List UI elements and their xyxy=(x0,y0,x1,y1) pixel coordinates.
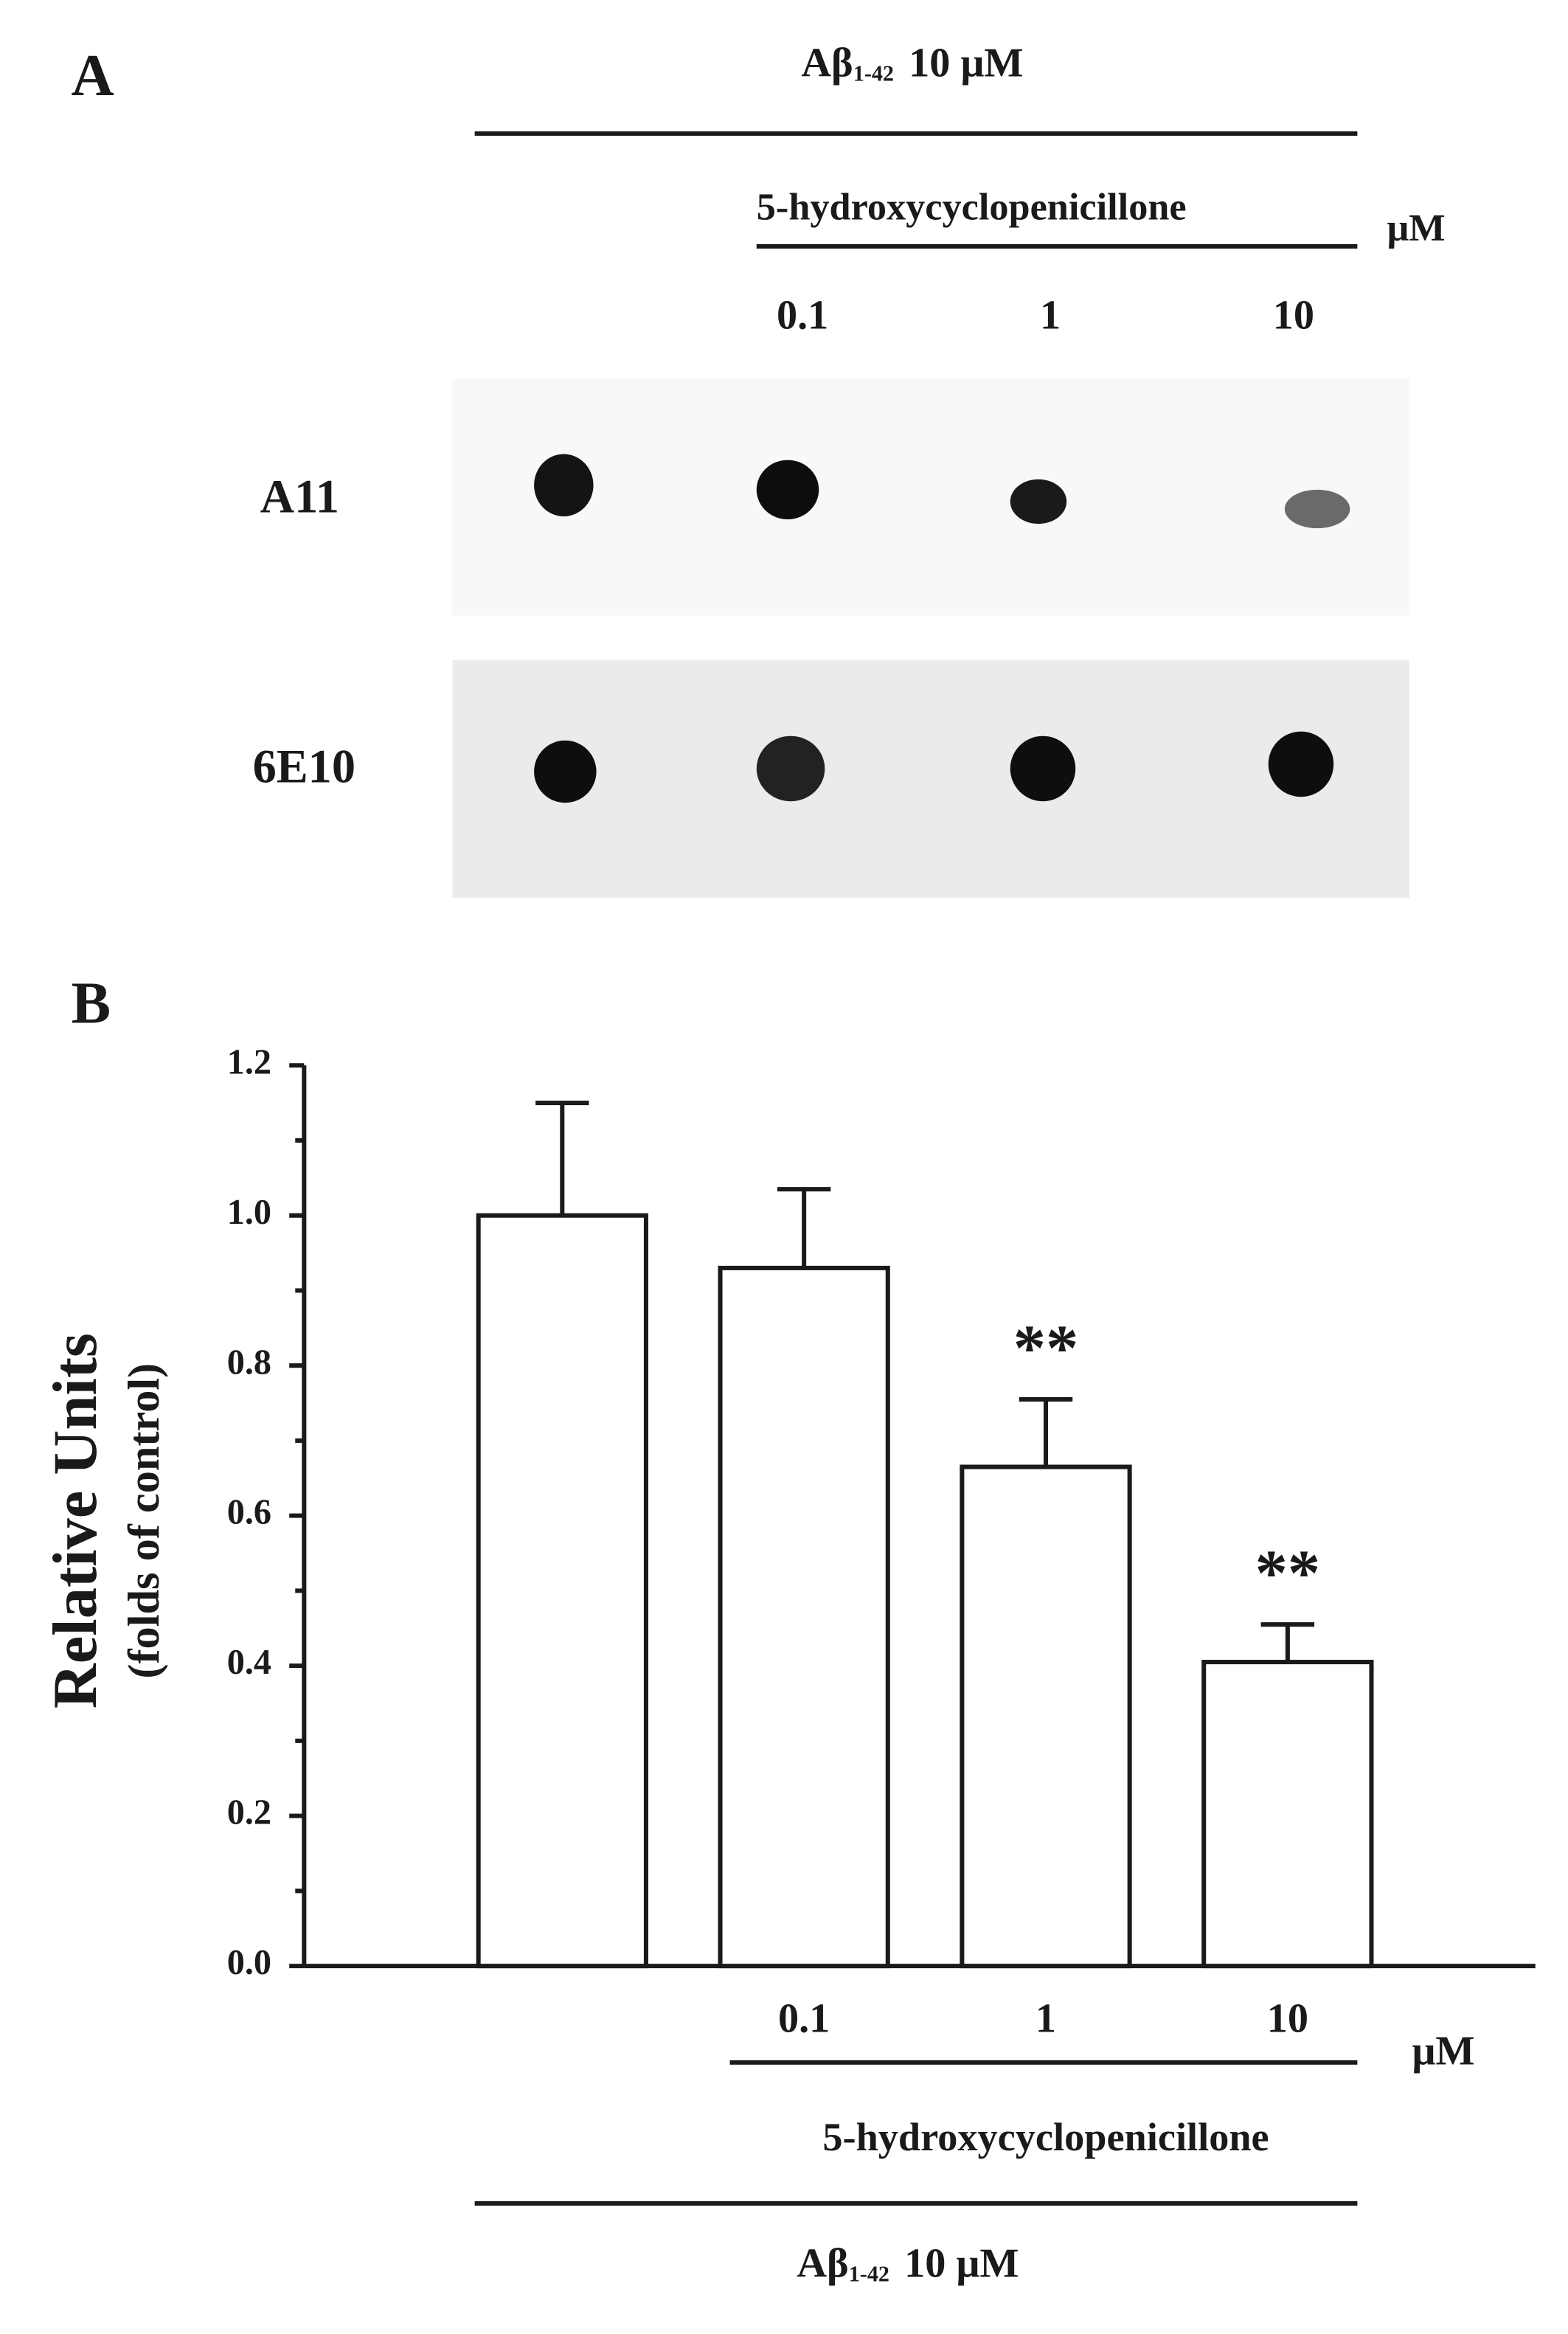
treatment-suffix: 10 μM xyxy=(909,41,1023,86)
bar xyxy=(1201,1660,1374,1969)
dose-label: 10 xyxy=(1273,292,1314,338)
y-tick-label: 0.8 xyxy=(227,1343,271,1382)
treatment-suffix: 10 μM xyxy=(904,2240,1019,2286)
row-label: A11 xyxy=(260,471,339,523)
y-tick-label: 1.0 xyxy=(227,1193,271,1232)
y-axis-sublabel: (folds of control) xyxy=(119,1363,169,1679)
unit-label: μM xyxy=(1387,207,1446,249)
y-tick-label: 1.2 xyxy=(227,1042,271,1081)
treatment-prefix: Aβ xyxy=(797,2240,848,2286)
treatment-label: Aβ1-42 10 μM xyxy=(797,2240,1019,2286)
y-tick-label: 0.0 xyxy=(227,1943,271,1982)
x-tick-label: 0.1 xyxy=(778,1995,830,2041)
panel-letter: B xyxy=(72,970,111,1036)
dose-label: 1 xyxy=(1040,292,1061,338)
significance-label: ** xyxy=(1255,1537,1320,1610)
treatment-label: Aβ1-42 10 μM xyxy=(801,41,1023,86)
dot xyxy=(1268,731,1334,797)
x-tick-label: 1 xyxy=(1035,1995,1056,2041)
dot xyxy=(1010,479,1067,524)
panel-letter: A xyxy=(72,43,114,108)
row-label: 6E10 xyxy=(253,741,355,793)
significance-label: ** xyxy=(1013,1312,1078,1385)
treatment-prefix: Aβ xyxy=(801,41,853,86)
dot xyxy=(534,740,597,803)
bar xyxy=(718,1265,890,1969)
compound-label: 5-hydroxycyclopenicillone xyxy=(757,186,1187,229)
x-tick-label: 10 xyxy=(1267,1995,1308,2041)
dot xyxy=(1284,489,1350,529)
dot xyxy=(534,454,594,517)
y-tick-label: 0.2 xyxy=(227,1793,271,1832)
unit-label: μM xyxy=(1412,2029,1475,2074)
plot: 0.0 0.2 0.4 0.6 0.8 1.0 1.2 0.1 ** 1 ** 10 xyxy=(227,1042,1536,2041)
treatment-subscript: 1-42 xyxy=(853,61,894,86)
bar xyxy=(476,1213,648,1969)
y-tick-label: 0.6 xyxy=(227,1493,271,1532)
dots xyxy=(534,454,1350,803)
y-tick-label: 0.4 xyxy=(227,1643,271,1682)
bar xyxy=(960,1464,1132,1969)
dose-label: 0.1 xyxy=(777,292,828,338)
y-axis-label: Relative Units xyxy=(41,1333,110,1708)
blot-strip xyxy=(452,660,1409,898)
dot xyxy=(756,735,825,802)
dot xyxy=(756,460,819,520)
compound-label: 5-hydroxycyclopenicillone xyxy=(822,2115,1269,2159)
blot-strip xyxy=(452,378,1409,616)
dot xyxy=(1010,735,1076,802)
treatment-subscript: 1-42 xyxy=(849,2261,889,2286)
